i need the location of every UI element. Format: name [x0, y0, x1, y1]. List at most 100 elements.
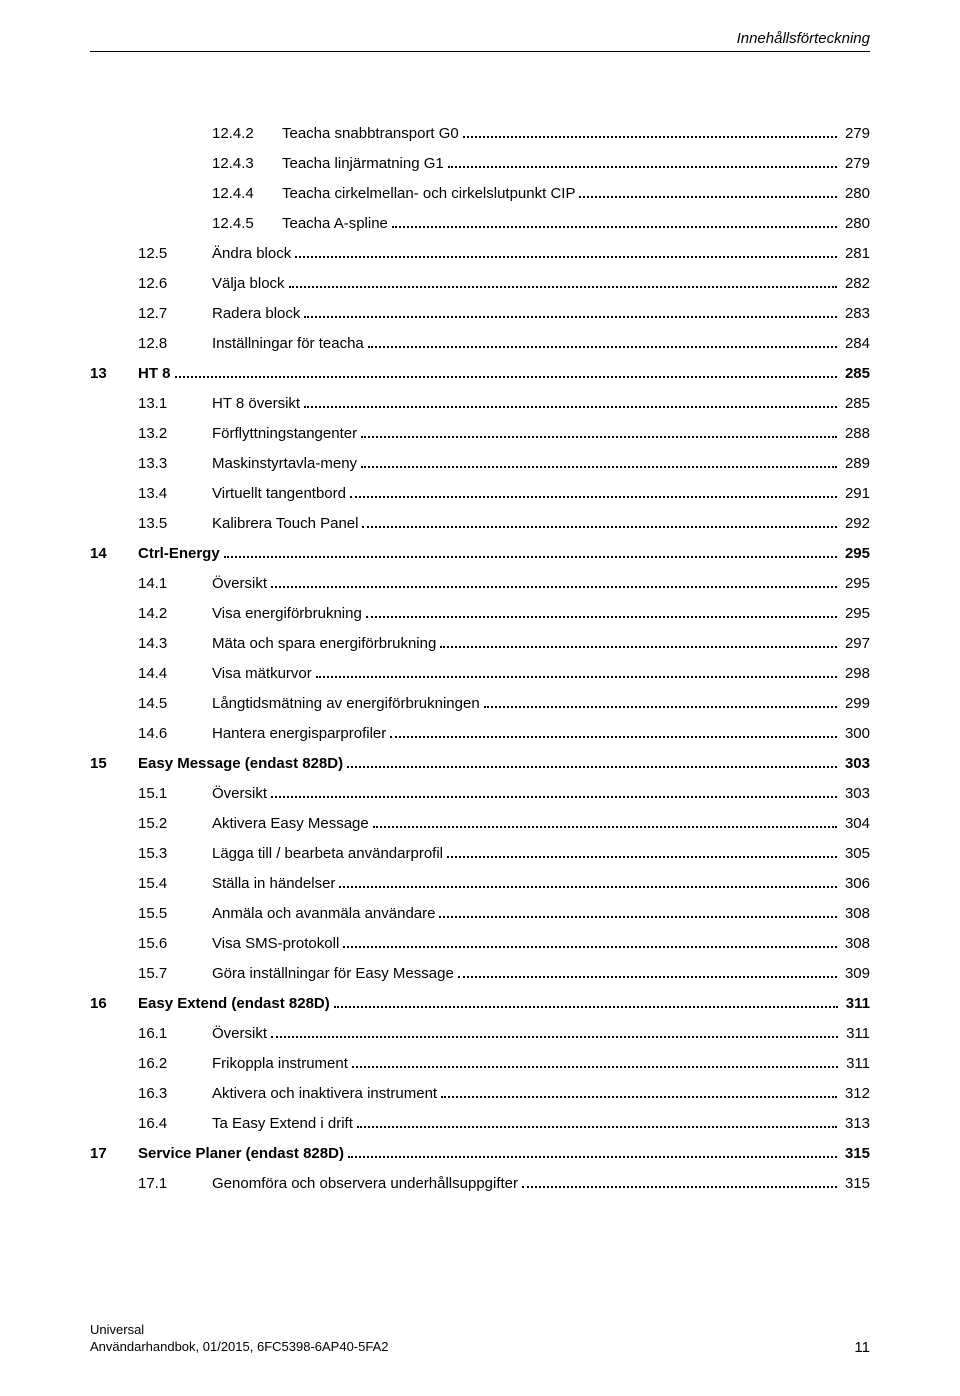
toc-leader: [224, 547, 837, 558]
toc-entry: 14.1Översikt295: [90, 572, 870, 596]
toc-entry-title: Lägga till / bearbeta användarprofil: [212, 842, 443, 866]
toc-entry-number: 14.1: [138, 572, 212, 596]
toc-entry-number: 16: [90, 992, 138, 1016]
toc-entry-title: Förflyttningstangenter: [212, 422, 357, 446]
toc-leader: [271, 577, 837, 588]
toc-entry-number: 15.2: [138, 812, 212, 836]
toc-entry-number: 17: [90, 1142, 138, 1166]
toc-entry-page: 304: [841, 812, 870, 836]
toc-entry: 14.3Mäta och spara energiförbrukning297: [90, 632, 870, 656]
toc-entry-page: 295: [841, 542, 870, 566]
toc-entry: 14.6Hantera energisparprofiler300: [90, 722, 870, 746]
toc-leader: [175, 367, 837, 378]
toc-leader: [295, 247, 837, 258]
page: Innehållsförteckning 12.4.2Teacha snabbt…: [0, 0, 960, 1396]
toc-entry-title: Teacha linjärmatning G1: [282, 152, 444, 176]
toc-entry-page: 311: [842, 1022, 870, 1046]
toc-entry-number: 13.3: [138, 452, 212, 476]
toc-entry-title: Teacha cirkelmellan- och cirkelslutpunkt…: [282, 182, 575, 206]
toc-entry-title: Kalibrera Touch Panel: [212, 512, 358, 536]
toc-entry-number: 12.4.3: [212, 152, 282, 176]
toc-leader: [289, 277, 837, 288]
toc-entry: 14.2Visa energiförbrukning295: [90, 602, 870, 626]
toc-leader: [352, 1057, 838, 1068]
toc-entry-page: 279: [841, 122, 870, 146]
toc-entry-number: 14.6: [138, 722, 212, 746]
page-footer: Universal Användarhandbok, 01/2015, 6FC5…: [90, 1321, 870, 1356]
toc-entry-page: 308: [841, 902, 870, 926]
toc-entry-title: Översikt: [212, 572, 267, 596]
toc-entry-number: 14.2: [138, 602, 212, 626]
toc-entry-number: 16.1: [138, 1022, 212, 1046]
toc-entry: 12.5Ändra block281: [90, 242, 870, 266]
toc-entry-title: Ctrl-Energy: [138, 542, 220, 566]
toc-leader: [304, 397, 837, 408]
toc-entry-number: 12.7: [138, 302, 212, 326]
toc-entry-number: 12.8: [138, 332, 212, 356]
toc-leader: [439, 907, 836, 918]
toc-entry-number: 12.4.5: [212, 212, 282, 236]
toc-leader: [304, 307, 837, 318]
toc-entry: 15.6Visa SMS-protokoll308: [90, 932, 870, 956]
toc-entry: 12.6Välja block282: [90, 272, 870, 296]
toc-entry: 12.4.5Teacha A-spline280: [90, 212, 870, 236]
toc-entry-page: 279: [841, 152, 870, 176]
toc-leader: [343, 937, 837, 948]
toc-leader: [440, 637, 837, 648]
toc-entry-number: 16.4: [138, 1112, 212, 1136]
toc-entry-title: Aktivera Easy Message: [212, 812, 369, 836]
toc-entry-number: 15.6: [138, 932, 212, 956]
toc-entry-page: 282: [841, 272, 870, 296]
toc-entry-title: Välja block: [212, 272, 285, 296]
toc-entry-page: 305: [841, 842, 870, 866]
toc-entry: 13.1HT 8 översikt 285: [90, 392, 870, 416]
toc-leader: [392, 217, 837, 228]
toc-entry-number: 16.3: [138, 1082, 212, 1106]
toc-entry-page: 306: [841, 872, 870, 896]
toc-entry-page: 312: [841, 1082, 870, 1106]
toc-entry-title: Göra inställningar för Easy Message: [212, 962, 454, 986]
toc-entry-title: Aktivera och inaktivera instrument: [212, 1082, 437, 1106]
toc-entry: 17Service Planer (endast 828D)315: [90, 1142, 870, 1166]
toc-entry-page: 297: [841, 632, 870, 656]
toc-entry: 15.7Göra inställningar för Easy Message 3…: [90, 962, 870, 986]
toc-leader: [447, 847, 837, 858]
toc-entry-title: Ställa in händelser: [212, 872, 335, 896]
toc-entry-page: 311: [842, 992, 870, 1016]
toc-entry-title: HT 8 översikt: [212, 392, 300, 416]
toc-entry: 15.1Översikt303: [90, 782, 870, 806]
toc-entry: 12.4.4Teacha cirkelmellan- och cirkelslu…: [90, 182, 870, 206]
toc-entry-page: 299: [841, 692, 870, 716]
toc-entry: 13.3Maskinstyrtavla-meny289: [90, 452, 870, 476]
toc-entry-title: Översikt: [212, 1022, 267, 1046]
toc-leader: [362, 517, 836, 528]
toc-entry-title: Anmäla och avanmäla användare: [212, 902, 435, 926]
toc-entry-title: Teacha snabbtransport G0: [282, 122, 459, 146]
toc-entry-number: 15.7: [138, 962, 212, 986]
toc-entry-number: 14.3: [138, 632, 212, 656]
toc-entry-page: 309: [841, 962, 870, 986]
toc-entry-page: 311: [842, 1052, 870, 1076]
toc-entry-page: 295: [841, 602, 870, 626]
toc-entry: 13.5Kalibrera Touch Panel292: [90, 512, 870, 536]
toc-entry: 15.4Ställa in händelser 306: [90, 872, 870, 896]
toc-entry-number: 15.4: [138, 872, 212, 896]
toc-entry-title: Visa SMS-protokoll: [212, 932, 339, 956]
toc-entry: 12.4.3Teacha linjärmatning G1 279: [90, 152, 870, 176]
toc-entry: 14Ctrl-Energy 295: [90, 542, 870, 566]
toc-entry-number: 13.5: [138, 512, 212, 536]
toc-entry-page: 285: [841, 362, 870, 386]
toc-entry: 12.7Radera block283: [90, 302, 870, 326]
toc-entry-title: Easy Message (endast 828D): [138, 752, 343, 776]
toc-entry-title: Teacha A-spline: [282, 212, 388, 236]
toc-entry-title: Översikt: [212, 782, 267, 806]
toc-leader: [339, 877, 837, 888]
running-header: Innehållsförteckning: [90, 30, 870, 51]
toc-entry-number: 14: [90, 542, 138, 566]
toc-entry-number: 13.1: [138, 392, 212, 416]
toc-leader: [361, 427, 837, 438]
toc-entry-page: 281: [841, 242, 870, 266]
toc-entry-page: 285: [841, 392, 870, 416]
toc-entry-number: 12.5: [138, 242, 212, 266]
toc-entry: 16.4Ta Easy Extend i drift313: [90, 1112, 870, 1136]
